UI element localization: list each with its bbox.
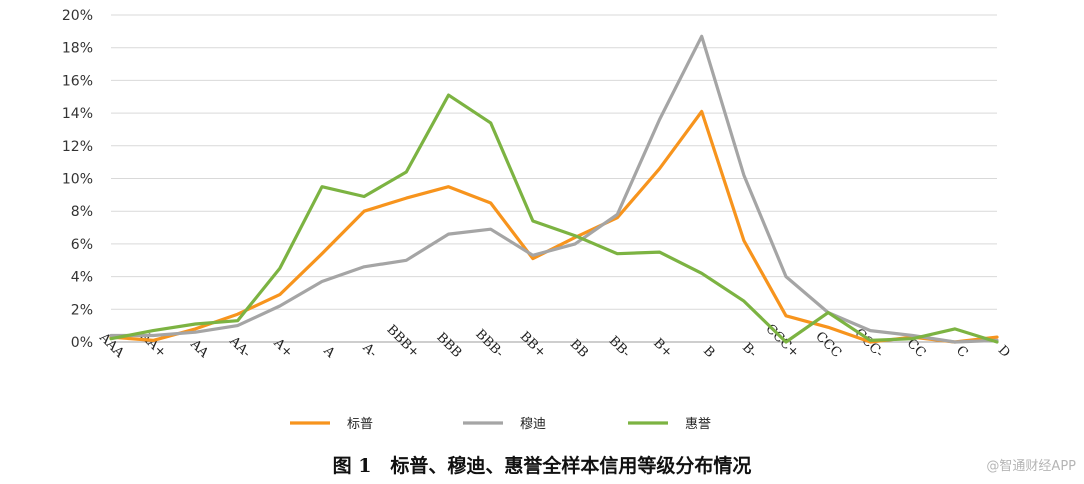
x-tick-label: CCC+: [762, 321, 801, 360]
x-tick-label: BBB: [433, 330, 464, 361]
legend-label: 惠誉: [685, 417, 711, 432]
y-tick-label: 14%: [62, 106, 93, 122]
series-lines: [109, 34, 999, 344]
x-tick-label: D: [995, 343, 1013, 361]
y-tick-label: 16%: [62, 73, 93, 89]
y-tick-label: 4%: [71, 270, 93, 286]
grid: [111, 14, 997, 343]
x-tick-label: C: [953, 343, 971, 361]
series-line: [109, 93, 999, 344]
x-tick-label: BB: [567, 337, 591, 361]
x-tick-label: BB+: [517, 329, 549, 361]
x-tick-label: AA: [187, 336, 212, 361]
y-axis: 0% 2% 4% 6% 8% 10% 12% 14% 16% 18% 20%: [62, 8, 93, 351]
y-tick-label: 20%: [62, 8, 93, 24]
y-tick-label: 10%: [62, 172, 93, 188]
series-line: [109, 34, 999, 344]
x-tick-label: BBB-: [472, 327, 506, 361]
y-tick-label: 6%: [71, 237, 93, 253]
y-tick-label: 0%: [71, 335, 93, 351]
x-tick-label: B-: [739, 340, 760, 361]
watermark: @智通财经APP: [986, 459, 1076, 474]
legend-label: 标普: [347, 417, 373, 432]
x-tick-label: B+: [650, 336, 675, 361]
x-tick-label: A-: [359, 340, 380, 361]
x-tick-label: AA-: [226, 333, 254, 361]
y-tick-label: 18%: [62, 41, 93, 57]
y-tick-label: 12%: [62, 139, 93, 155]
x-tick-label: A+: [270, 335, 296, 361]
legend: 标普 穆迪 惠誉: [290, 417, 711, 432]
x-tick-label: A: [320, 343, 338, 361]
x-tick-label: B: [700, 343, 717, 360]
y-tick-label: 2%: [71, 302, 93, 318]
x-tick-label: BB-: [606, 333, 633, 360]
figure-caption: 图 1 标普、穆迪、惠誉全样本信用等级分布情况: [332, 455, 752, 477]
x-tick-label: CCC: [812, 329, 844, 361]
legend-label: 穆迪: [520, 417, 546, 432]
y-tick-label: 8%: [71, 204, 93, 220]
